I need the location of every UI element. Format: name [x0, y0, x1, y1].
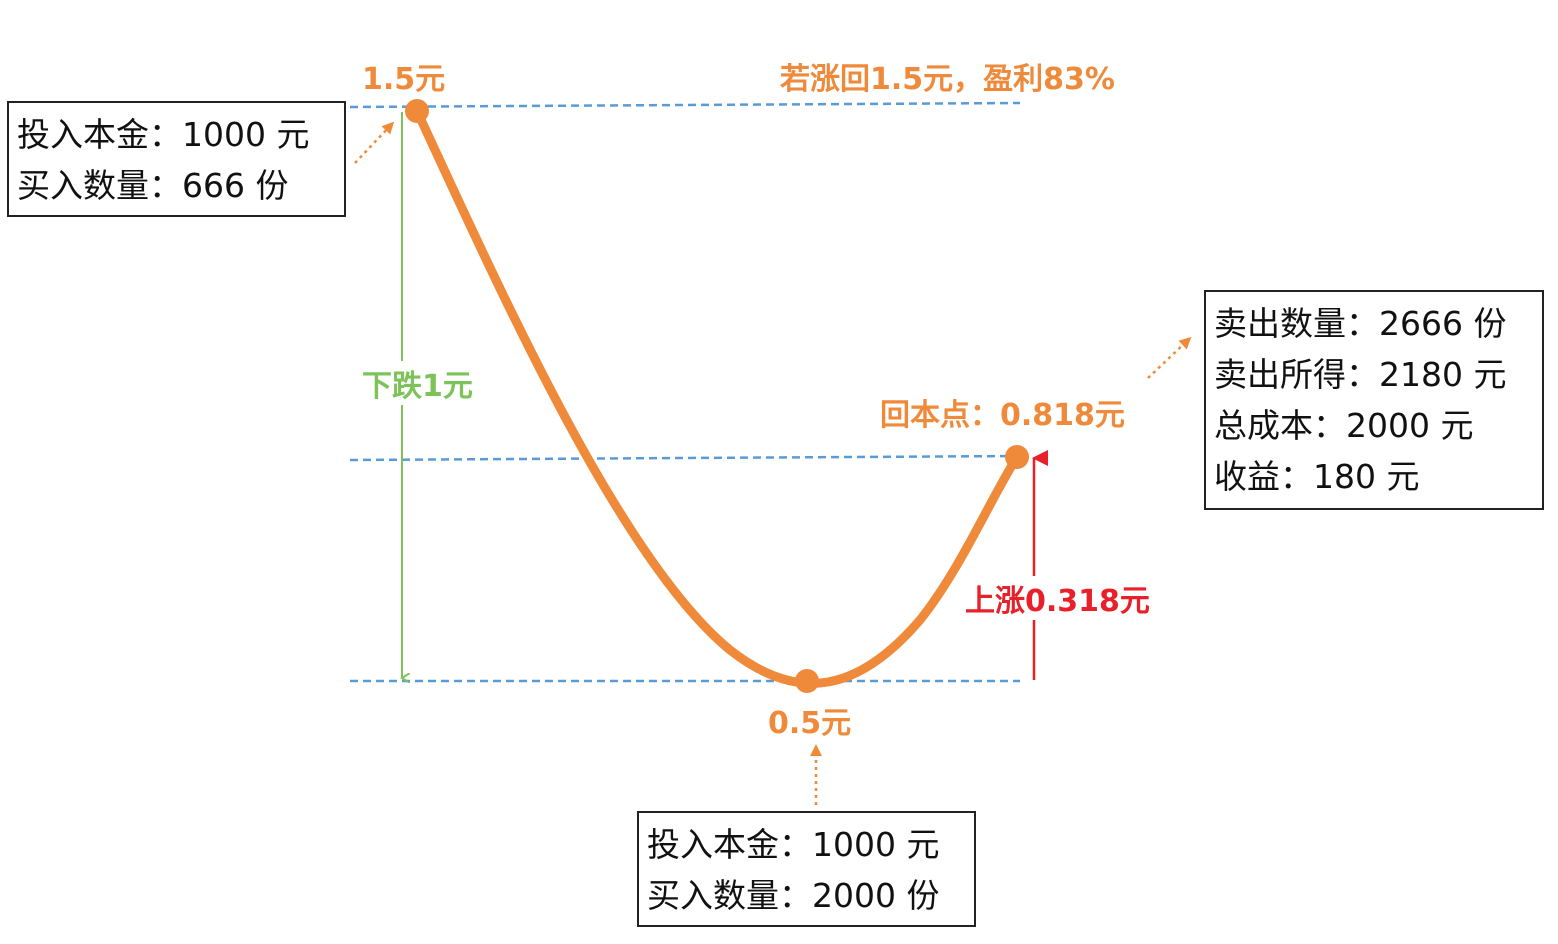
drop-label: 下跌1元 [362, 361, 473, 405]
sell-line-1: 卖出数量：2666 份 [1214, 304, 1507, 343]
rise-label: 上涨0.318元 [965, 576, 1150, 620]
pointer-first-buy [354, 121, 395, 164]
low-price-label: 0.5元 [768, 706, 852, 741]
first-buy-line-1: 投入本金：1000 元 [17, 115, 310, 154]
sell-box: 卖出数量：2666 份 卖出所得：2180 元 总成本：2000 元 收益：18… [1204, 290, 1544, 510]
point-low [795, 669, 819, 693]
first-buy-line-2: 买入数量：666 份 [17, 166, 289, 205]
second-buy-line-2: 买入数量：2000 份 [647, 876, 940, 915]
guide-line-0.818 [349, 454, 1021, 462]
sell-line-2: 卖出所得：2180 元 [1214, 355, 1507, 394]
guide-line-1.5 [349, 101, 1021, 109]
profit-note-label: 若涨回1.5元，盈利83% [780, 62, 1115, 97]
second-buy-box: 投入本金：1000 元 买入数量：2000 份 [637, 811, 976, 927]
pointer-sell [1147, 336, 1192, 379]
start-price-label: 1.5元 [362, 62, 446, 97]
sell-line-3: 总成本：2000 元 [1214, 406, 1474, 445]
price-curve [412, 106, 1022, 688]
first-buy-box: 投入本金：1000 元 买入数量：666 份 [7, 101, 346, 217]
second-buy-line-1: 投入本金：1000 元 [647, 825, 940, 864]
break-even-label: 回本点：0.818元 [880, 398, 1125, 433]
point-break-even [1005, 445, 1029, 469]
sell-line-4: 收益：180 元 [1214, 457, 1420, 496]
point-start [405, 99, 429, 123]
